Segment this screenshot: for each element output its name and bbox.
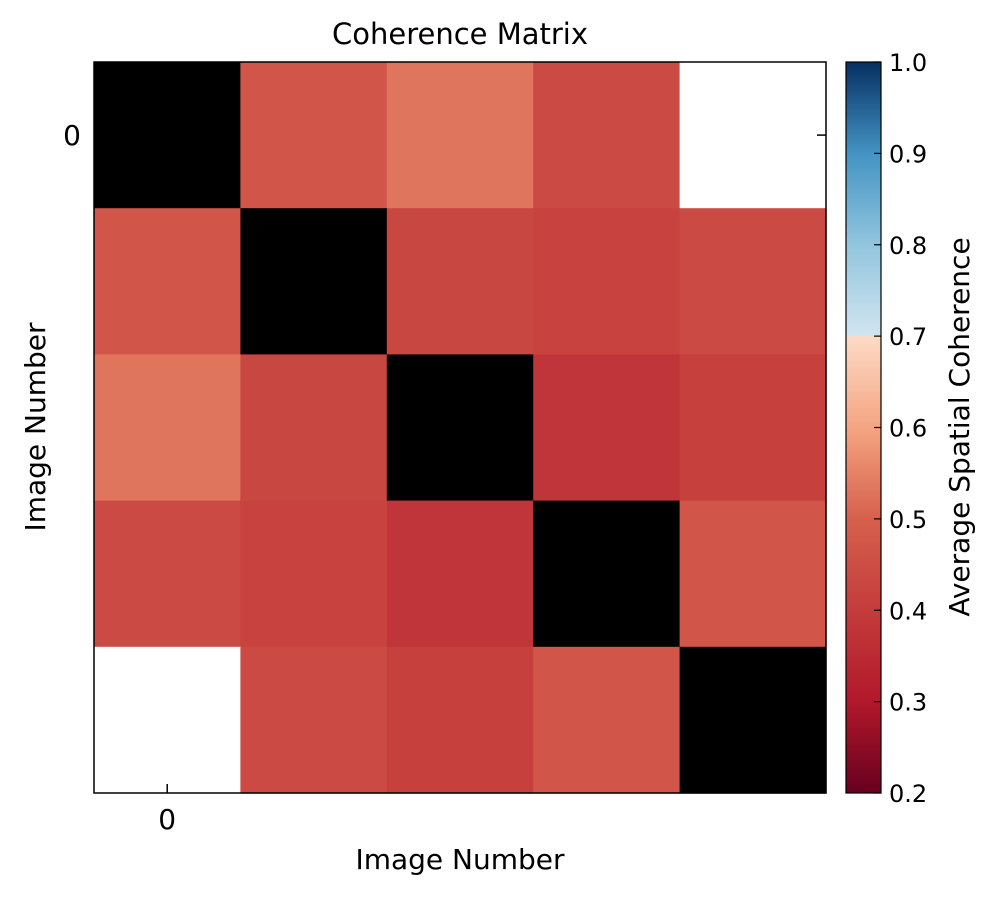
heatmap-cell-r0-c3 [533,62,681,209]
plot-frame [93,61,827,794]
heatmap-cell-r3-c2 [386,500,534,648]
heatmap-cell-r2-c2 [386,354,534,502]
y-axis-label: Image Number [19,322,52,532]
heatmap-cell-r3-c0 [94,500,241,648]
heatmap-cell-r2-c1 [240,354,388,502]
heatmap-cell-r4-c4 [679,646,827,794]
chart-title: Coherence Matrix [332,17,588,51]
colorbar-tick-label-2: 0.4 [889,597,927,625]
heatmap-cell-r0-c0 [94,62,241,209]
heatmap-cell-r4-c0 [94,646,241,794]
heatmap-cell-r2-c3 [533,354,681,502]
heatmap-cell-r1-c2 [386,208,534,355]
heatmap-cell-r1-c0 [94,208,241,355]
heatmap-cell-r4-c2 [386,646,534,794]
x-axis-label: Image Number [355,843,565,876]
heatmap-cell-r3-c4 [679,500,827,648]
x-axis-ticks: 0 [158,784,176,836]
colorbar-label: Average Spatial Coherence [943,237,976,616]
colorbar-tick-label-0: 0.2 [889,780,927,808]
colorbar-tick-label-1: 0.3 [889,689,927,717]
colorbar-tick-label-3: 0.5 [889,506,927,534]
x-tick-label-0: 0 [158,803,176,836]
heatmap-cell-r3-c1 [240,500,388,648]
heatmap-cell-r1-c4 [679,208,827,355]
heatmap-cell-r1-c3 [533,208,681,355]
heatmap-cells [94,62,827,794]
colorbar-tick-label-8: 1.0 [889,49,927,77]
heatmap-cell-r4-c1 [240,646,388,794]
colorbar-tick-label-7: 0.9 [889,140,927,168]
colorbar-tick-label-5: 0.7 [889,323,927,351]
heatmap-cell-r0-c2 [386,62,534,209]
heatmap-cell-r1-c1 [240,208,388,355]
heatmap-cell-r3-c3 [533,500,681,648]
colorbar-tick-label-6: 0.8 [889,232,927,260]
colorbar-tick-label-4: 0.6 [889,415,927,443]
heatmap-cell-r0-c4 [679,62,827,209]
heatmap-cell-r4-c3 [533,646,681,794]
heatmap-cell-r0-c1 [240,62,388,209]
heatmap-cell-r2-c0 [94,354,241,502]
heatmap-cell-r2-c4 [679,354,827,502]
colorbar-ticks: 0.2 0.3 0.4 0.5 0.6 0.7 0.8 0.9 1.0 [874,49,927,808]
y-tick-label-0: 0 [63,119,81,152]
y-axis-ticks: 0 [63,119,826,152]
